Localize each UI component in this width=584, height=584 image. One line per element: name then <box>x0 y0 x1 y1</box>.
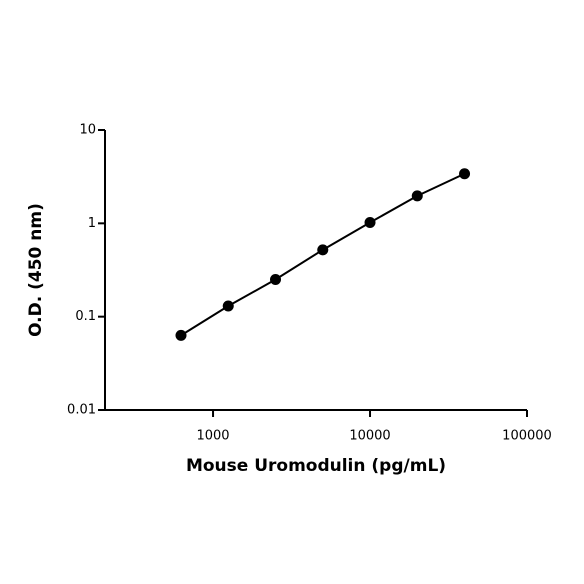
x-axis-title: Mouse Uromodulin (pg/mL) <box>186 456 446 476</box>
x-tick-label: 10000 <box>349 429 390 444</box>
y-tick-label: 10 <box>79 123 96 138</box>
x-tick-label: 1000 <box>196 429 229 444</box>
data-point <box>270 274 282 286</box>
data-point <box>222 300 234 312</box>
x-tick-label: 100000 <box>502 429 552 444</box>
data-point <box>411 190 423 202</box>
data-point <box>459 168 471 180</box>
y-tick-label: 0.1 <box>75 309 96 324</box>
data-point <box>317 244 329 256</box>
y-axis-title: O.D. (450 nm) <box>26 203 46 337</box>
data-point <box>175 329 187 341</box>
data-point <box>364 217 376 229</box>
y-tick-label: 0.01 <box>67 403 96 418</box>
y-tick-label: 1 <box>88 216 96 231</box>
